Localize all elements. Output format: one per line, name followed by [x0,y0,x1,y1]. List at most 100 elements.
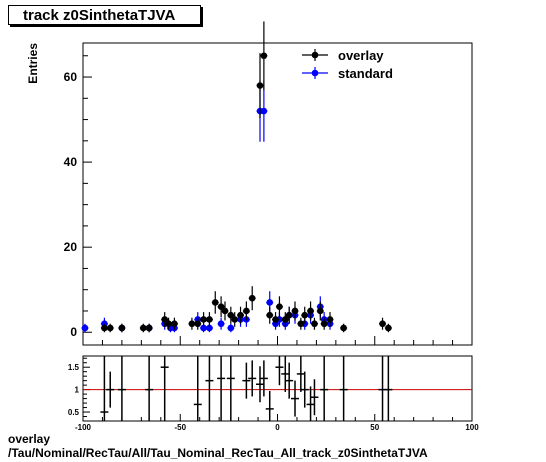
overlay-point [139,323,147,333]
overlay-point-marker [276,303,283,311]
overlay-point [320,317,328,330]
overlay-point-marker [171,320,178,328]
overlay-point [248,286,256,311]
overlay-point [260,21,268,91]
legend: overlay standard [302,48,393,81]
overlay-point-marker [281,316,289,323]
main-y-tick-label: 60 [64,70,78,84]
overlay-point-marker [291,307,299,315]
overlay-point [165,317,173,330]
overlay-point-marker [307,307,314,315]
overlay-point [188,317,196,330]
overlay-point [281,312,289,327]
ratio-point [291,380,300,417]
ratio-point [384,356,393,421]
ratio-point [160,356,169,421]
ratio-point [285,362,294,399]
ratio-y-tick-label: 1.5 [68,363,80,372]
ratio-point [117,356,126,421]
overlay-point [194,317,202,330]
overlay-point-marker [379,320,386,328]
standard-point-marker [81,324,89,332]
overlay-point-marker [206,316,213,323]
overlay-point [297,317,305,330]
overlay-point [316,301,324,321]
ratio-x-tick-label: 50 [370,423,379,432]
overlay-point-marker [385,324,392,332]
ratio-x-tick-label: 0 [275,423,280,432]
overlay-point-marker [200,316,207,323]
standard-point-marker [217,320,225,328]
ratio-point [242,362,251,399]
overlay-point-marker [101,324,108,332]
overlay-point [227,306,235,324]
overlay-point-marker [237,311,244,319]
overlay-point-marker [340,324,347,332]
overlay-point-marker [260,52,268,60]
footer-path-label: /Tau/Nominal/RecTau/All/Tau_Nominal_RecT… [8,446,428,460]
overlay-point-marker [231,316,239,323]
ratio-point [145,356,154,421]
overlay-point-marker [243,307,250,315]
overlay-point-marker [161,316,168,323]
overlay-point [256,53,264,118]
overlay-point-marker [266,311,274,319]
overlay-point-marker [188,320,196,328]
overlay-point-marker [326,316,334,323]
main-frame-rect [82,42,473,346]
main-y-tick-label: 20 [64,240,78,254]
overlay-point [310,317,318,330]
overlay-point-marker [221,307,229,315]
overlay-point [379,317,387,330]
ratio-point [339,356,348,421]
main-plot-marks [81,21,392,333]
main-plot-axes: 0 20 40 60 Entries [26,43,473,345]
ratio-point [306,386,315,421]
standard-point [81,323,89,333]
ratio-point [193,356,202,421]
legend-marker-standard [311,69,319,77]
overlay-point [231,312,239,327]
overlay-point-marker [297,320,305,328]
legend-marker-overlay [311,51,319,59]
overlay-point [272,312,280,327]
overlay-point-marker [316,307,324,315]
footer-overlay-label: overlay [8,432,51,446]
overlay-point [145,323,153,333]
ratio-point [226,356,235,421]
ratio-point [265,390,274,421]
overlay-point-marker [227,311,235,319]
overlay-point [291,301,299,321]
standard-point-marker [206,324,213,332]
ratio-frame-rect [82,355,473,422]
ratio-point [205,356,214,421]
overlay-point [266,306,274,324]
ratio-point [100,356,109,421]
standard-point [227,323,235,333]
overlay-point [205,312,213,327]
ratio-point [259,360,268,397]
ratio-point [106,371,115,408]
ratio-point [320,356,329,421]
overlay-point-marker [248,294,256,302]
overlay-point-marker [256,82,264,89]
overlay-point [170,317,178,330]
standard-point-marker [200,324,207,332]
overlay-point [384,323,392,333]
overlay-point [340,323,348,333]
ratio-point [378,356,387,421]
overlay-point [106,323,114,333]
overlay-point [200,312,208,327]
ratio-plot-frame [82,355,473,422]
standard-point-marker [227,324,235,332]
ratio-x-tick-label: 100 [465,423,479,432]
chart-title: track z0SinthetaTJVA [8,5,201,25]
main-y-tick-label: 40 [64,155,78,169]
ratio-point [296,356,305,392]
ratio-y-tick-label: 1 [75,386,80,395]
overlay-point-marker [285,311,293,319]
ratio-plot-marks [83,356,472,421]
standard-point [260,80,268,142]
overlay-point-marker [272,316,279,323]
overlay-point [242,301,250,321]
